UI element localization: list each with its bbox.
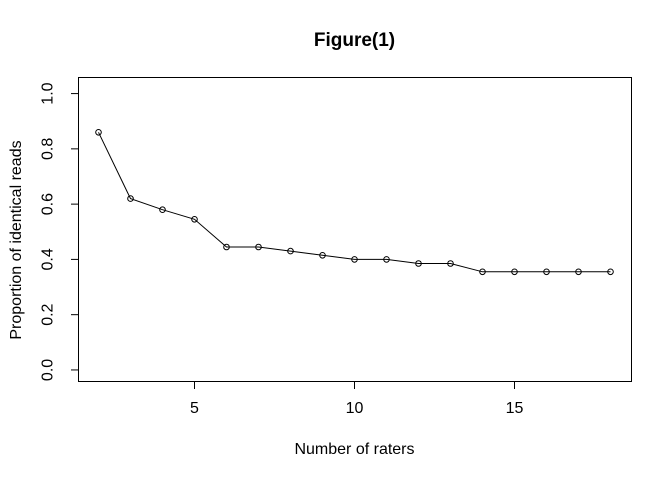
- y-tick-label: 0.8: [40, 138, 57, 160]
- data-point: [95, 129, 102, 136]
- data-point: [511, 268, 518, 276]
- x-axis-label: Number of raters: [294, 441, 415, 458]
- data-point: [191, 216, 198, 223]
- x-tick-label: 5: [190, 400, 199, 417]
- data-point: [319, 252, 326, 259]
- data-line: [98, 132, 611, 273]
- data-point: [415, 260, 422, 267]
- y-tick-label: 1.0: [40, 82, 57, 104]
- data-point: [127, 195, 134, 202]
- x-tick-label: 10: [346, 400, 364, 417]
- data-point: [575, 268, 582, 276]
- data-point: [159, 206, 166, 213]
- y-axis-label: Proportion of identical reads: [8, 140, 25, 340]
- data-point: [543, 268, 550, 276]
- chart-title: Figure(1): [313, 30, 396, 51]
- y-tick-label: 0.6: [40, 193, 57, 215]
- data-point: [479, 268, 486, 276]
- data-point: [255, 243, 262, 251]
- data-point: [383, 256, 390, 263]
- y-tick-label: 0.0: [40, 359, 57, 381]
- y-tick-label: 0.2: [40, 303, 57, 325]
- data-point: [223, 243, 230, 251]
- x-tick-label: 15: [506, 400, 524, 417]
- plot-border: [78, 77, 632, 382]
- data-point: [351, 256, 358, 263]
- data-point: [607, 268, 614, 276]
- data-point: [447, 260, 454, 267]
- data-point: [287, 247, 294, 255]
- y-tick-label: 0.4: [40, 248, 57, 270]
